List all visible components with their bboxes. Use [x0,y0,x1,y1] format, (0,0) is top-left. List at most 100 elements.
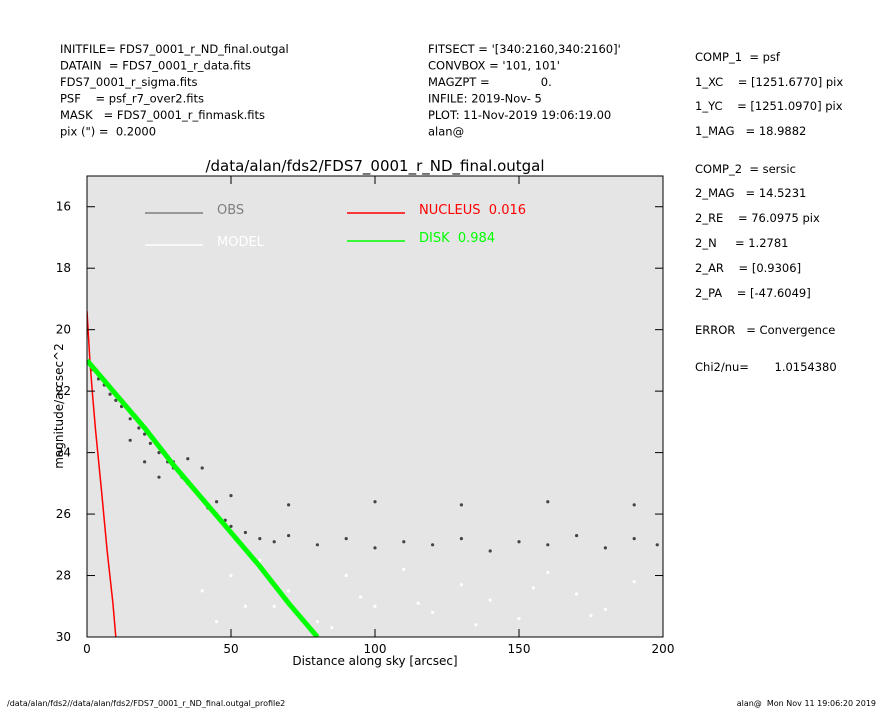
component-line: 1_MAG = 18.9882 [695,124,806,138]
data-point [632,580,636,584]
data-point [632,503,636,507]
chart-title: /data/alan/fds2/FDS7_0001_r_ND_final.out… [205,157,544,176]
data-point [474,623,478,627]
data-point [603,546,608,550]
x-axis-label: Distance along sky [arcsec] [292,654,457,668]
header-middle-line: INFILE: 2019-Nov- 5 [428,92,542,106]
footer-left: /data/alan/fds2//data/alan/fds2/FDS7_000… [7,699,285,708]
data-point [488,549,492,553]
data-point [215,620,219,624]
header-left-line: PSF = psf_r7_over2.fits [60,92,204,106]
data-point [575,592,579,596]
data-point [157,451,161,455]
data-point [272,540,276,544]
header-left-line: DATAIN = FDS7_0001_r_data.fits [60,59,251,73]
data-point [517,616,521,621]
y-tick-label: 26 [56,507,71,521]
data-point [589,613,593,618]
y-tick-label: 18 [56,261,71,275]
data-point [517,540,521,544]
data-point [137,426,141,430]
legend-label: NUCLEUS 0.016 [419,203,526,218]
data-point [186,457,190,461]
data-point [215,500,219,504]
legend-label: OBS [217,203,244,218]
data-point [258,537,262,541]
data-point [128,417,132,421]
y-tick-label: 30 [56,630,71,644]
data-point [632,537,636,541]
x-tick-label: 150 [508,642,531,656]
component-line: 1_YC = [1251.0970] pix [695,99,843,113]
data-point [373,604,377,608]
data-point [272,604,276,608]
header-left-line: pix (") = 0.2000 [60,125,156,139]
data-point [148,441,152,445]
data-point [128,438,132,442]
data-point [330,626,334,630]
y-tick-label: 24 [56,446,71,460]
plot-area [87,176,663,637]
data-point [546,543,550,547]
header-middle-line: PLOT: 11-Nov-2019 19:06:19.00 [428,108,611,122]
y-tick-label: 22 [56,384,71,398]
data-point [431,610,435,615]
data-point [315,620,319,624]
data-point [603,607,608,611]
component-line: COMP_2 = sersic [695,162,796,176]
component-line: COMP_1 = psf [695,50,781,64]
data-point [531,586,536,590]
component-line: 2_PA = [-47.6049] [695,286,811,300]
data-point [229,573,233,578]
x-tick-label: 0 [83,642,91,656]
data-point [402,567,406,571]
component-line: ERROR = Convergence [695,323,835,337]
y-tick-label: 16 [56,200,71,214]
y-axis-label: magnitude/arcsec^2 [52,343,66,469]
header-left-line: INITFILE= FDS7_0001_r_ND_final.outgal [60,42,289,56]
y-tick-label: 20 [56,323,71,337]
header-middle-line: CONVBOX = '101, 101' [428,59,560,73]
component-line: Chi2/nu= 1.0154380 [695,360,837,374]
data-point [575,533,579,538]
plot-content [87,311,659,637]
data-point [546,570,550,575]
data-point [287,503,291,507]
x-tick-label: 50 [223,642,238,656]
data-point [157,475,161,479]
x-tick-label: 100 [364,642,387,656]
data-point [114,398,118,402]
data-point [373,546,377,550]
header-middle-line: FITSECT = '[340:2160,340:2160]' [428,42,621,56]
data-point [655,543,659,547]
header-left-line: FDS7_0001_r_sigma.fits [60,75,197,89]
data-point [229,524,233,528]
data-point [243,530,247,535]
data-point [315,543,319,547]
data-point [359,595,363,599]
component-line: 2_MAG = 14.5231 [695,186,806,200]
data-point [459,537,463,541]
data-point [459,503,463,507]
component-line: 1_XC = [1251.6770] pix [695,75,843,89]
component-line: 2_AR = [0.9306] [695,261,801,275]
data-point [402,540,406,544]
data-point [287,589,291,593]
data-point [258,558,262,562]
data-point [488,598,492,602]
data-point [416,601,420,605]
data-point [344,573,348,578]
data-point [200,466,204,470]
y-tick-label: 28 [56,569,71,583]
data-point [200,589,204,593]
data-point [344,537,348,541]
data-point [108,392,112,396]
component-line: 2_N = 1.2781 [695,236,788,250]
footer-right: alan@ Mon Nov 11 19:06:20 2019 [737,699,876,708]
data-point [229,494,233,498]
plot-border [86,175,664,638]
component-line: 2_RE = 76.0975 pix [695,211,820,225]
data-point [373,500,377,504]
data-point [143,460,147,464]
x-tick-label: 200 [652,642,675,656]
